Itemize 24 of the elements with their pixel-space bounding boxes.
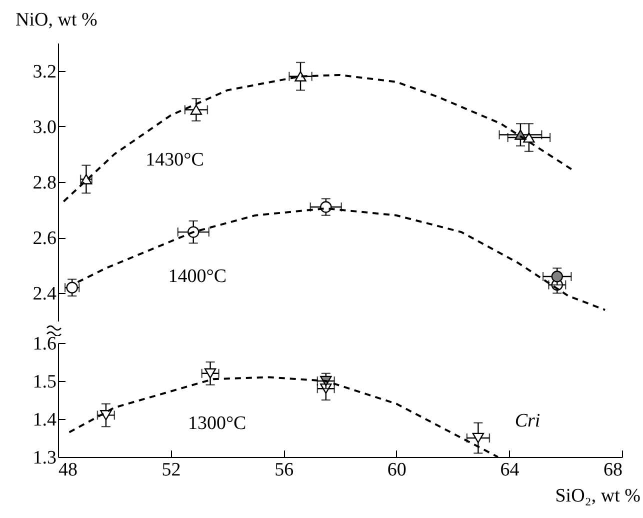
- annotation: Cri: [514, 410, 540, 432]
- x-tick-label: 48: [58, 460, 78, 480]
- series-label: 1300°C: [188, 413, 246, 434]
- y-tick-label: 1.6: [32, 334, 56, 354]
- x-tick-label: 68: [604, 460, 622, 480]
- y-axis-title: NiO, wt %: [16, 10, 98, 30]
- x-tick-label: 52: [162, 460, 181, 480]
- x-tick-label: 64: [500, 460, 520, 480]
- point: [551, 270, 563, 282]
- series-label: 1430°C: [146, 149, 204, 170]
- x-tick-label: 56: [274, 460, 294, 480]
- y-tick-label: 3.0: [32, 116, 56, 138]
- point: [294, 71, 306, 82]
- y-tick-label: 1.5: [32, 372, 56, 392]
- y-tick-label: 1.4: [32, 410, 57, 430]
- y-tick-label: 3.2: [32, 61, 56, 82]
- y-tick-label: 2.4: [32, 284, 57, 305]
- x-axis-title: SiO₂, wt %: [555, 486, 641, 506]
- y-tick-label: 1.3: [32, 448, 56, 468]
- y-tick-label: 2.6: [32, 228, 56, 250]
- series-label: 1400°C: [168, 266, 226, 288]
- x-tick-label: 60: [387, 460, 406, 480]
- point: [190, 104, 202, 115]
- y-tick-label: 2.8: [32, 172, 56, 194]
